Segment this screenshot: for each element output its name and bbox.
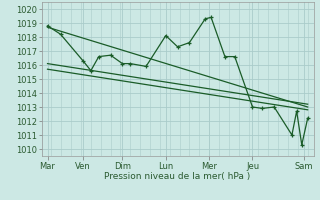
X-axis label: Pression niveau de la mer( hPa ): Pression niveau de la mer( hPa ): [104, 172, 251, 181]
